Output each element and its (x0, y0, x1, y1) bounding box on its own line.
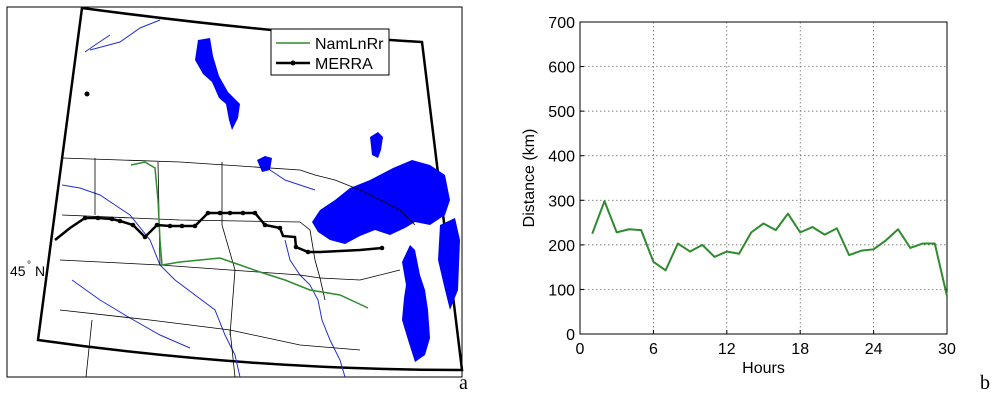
station-dot (85, 92, 90, 97)
x-tick-label: 24 (865, 341, 883, 358)
map-panel: NamLnRr MERRA 45 ° N (0, 0, 480, 403)
legend-namlnrr-label: NamLnRr (315, 36, 384, 53)
lat-label-hemisphere: N (35, 263, 45, 279)
y-tick-label: 300 (548, 193, 575, 210)
y-tick-label: 600 (548, 60, 575, 77)
series-line-0 (592, 201, 947, 296)
y-tick-label: 200 (548, 238, 575, 255)
plot-frame (580, 22, 947, 334)
legend-merra-marker (291, 61, 296, 66)
panel-label-b: b (980, 372, 990, 395)
panel-label-a: a (459, 372, 468, 395)
x-axis-label: Hours (742, 360, 785, 377)
x-tick-label: 30 (938, 341, 956, 358)
x-tick-label: 18 (791, 341, 809, 358)
y-tick-label: 400 (548, 149, 575, 166)
legend-merra-label: MERRA (315, 56, 373, 73)
grid-layer (580, 22, 947, 334)
y-tick-label: 100 (548, 282, 575, 299)
lat-label-degree: ° (27, 260, 31, 271)
y-axis-label: Distance (km) (521, 129, 538, 228)
map-legend: NamLnRr MERRA (271, 29, 389, 75)
y-tick-label: 0 (566, 327, 575, 344)
lat-label-value: 45 (10, 263, 26, 279)
series-layer (592, 201, 947, 296)
x-tick-label: 0 (576, 341, 585, 358)
y-tick-label: 500 (548, 104, 575, 121)
y-tick-label: 700 (548, 15, 575, 32)
map-svg: NamLnRr MERRA 45 ° N (0, 0, 480, 403)
x-tick-label: 12 (718, 341, 736, 358)
x-tick-label: 6 (649, 341, 658, 358)
